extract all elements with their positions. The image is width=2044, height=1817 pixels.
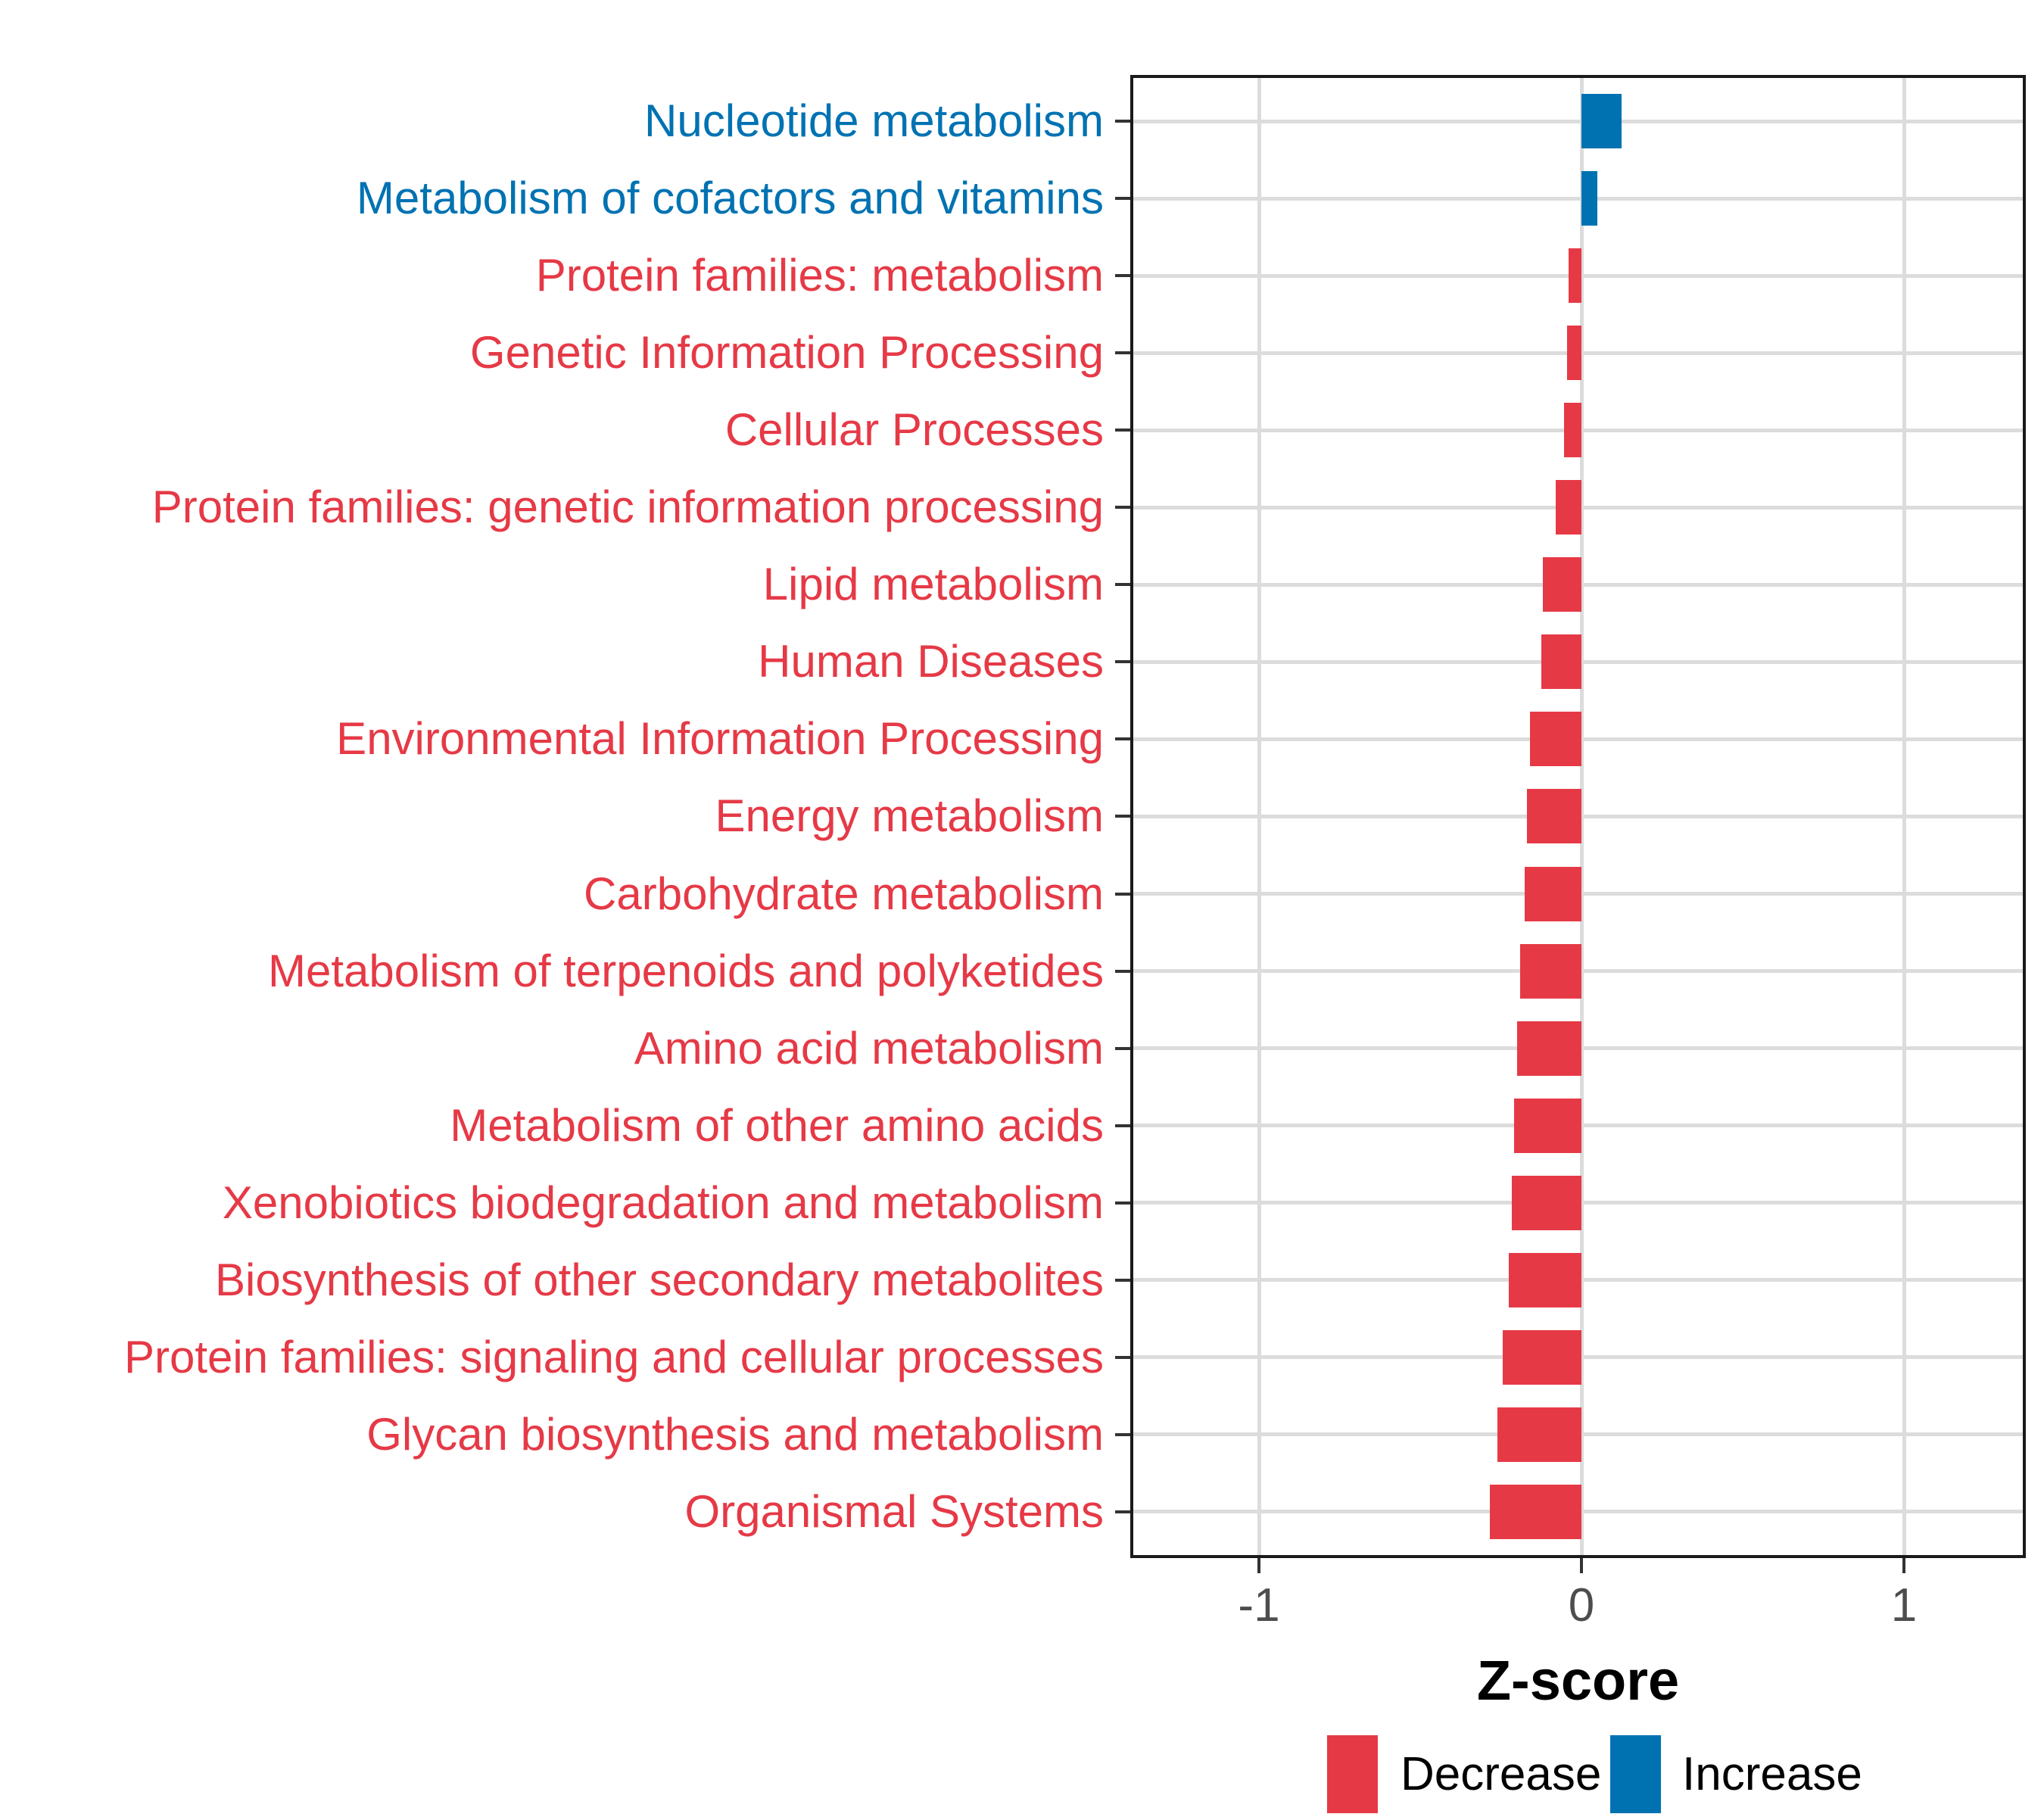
y-tick bbox=[1115, 1432, 1130, 1436]
x-axis-title: Z-score bbox=[1476, 1649, 1680, 1712]
legend-key-decrease bbox=[1327, 1735, 1378, 1813]
category-label: Lipid metabolism bbox=[762, 559, 1104, 610]
bar bbox=[1529, 712, 1581, 767]
y-tick bbox=[1115, 1510, 1130, 1513]
category-label: Energy metabolism bbox=[715, 790, 1104, 842]
bar bbox=[1502, 1329, 1581, 1385]
y-tick bbox=[1115, 506, 1130, 510]
bar bbox=[1497, 1407, 1581, 1462]
category-label: Environmental Information Processing bbox=[336, 713, 1104, 765]
category-label: Protein families: genetic information pr… bbox=[151, 482, 1104, 533]
y-tick bbox=[1115, 197, 1130, 201]
category-label: Human Diseases bbox=[758, 636, 1104, 687]
category-label: Metabolism of cofactors and vitamins bbox=[356, 173, 1104, 224]
legend-key-increase bbox=[1610, 1735, 1661, 1813]
legend-label: Decrease bbox=[1401, 1748, 1602, 1800]
y-tick bbox=[1115, 1201, 1130, 1205]
y-tick bbox=[1115, 274, 1130, 278]
bar bbox=[1525, 866, 1581, 921]
category-label: Protein families: signaling and cellular… bbox=[124, 1331, 1104, 1382]
y-tick bbox=[1115, 351, 1130, 355]
bar bbox=[1581, 171, 1598, 226]
bar bbox=[1566, 326, 1581, 381]
category-label: Glycan biosynthesis and metabolism bbox=[366, 1408, 1104, 1460]
bar bbox=[1513, 1098, 1581, 1153]
h-gridline bbox=[1130, 196, 2026, 201]
category-label: Cellular Processes bbox=[724, 404, 1104, 456]
y-tick bbox=[1115, 815, 1130, 818]
category-label: Biosynthesis of other secondary metaboli… bbox=[215, 1254, 1104, 1305]
category-label: Protein families: metabolism bbox=[535, 250, 1104, 301]
y-tick bbox=[1115, 1355, 1130, 1359]
category-label: Carbohydrate metabolism bbox=[584, 868, 1104, 919]
bar bbox=[1509, 1252, 1581, 1307]
bar bbox=[1542, 557, 1581, 612]
category-label: Metabolism of terpenoids and polyketides bbox=[268, 945, 1104, 996]
y-tick bbox=[1115, 583, 1130, 587]
y-tick bbox=[1115, 1124, 1130, 1127]
legend-label: Increase bbox=[1682, 1748, 1862, 1800]
x-tick-label: 0 bbox=[1568, 1579, 1595, 1632]
bar bbox=[1520, 943, 1581, 999]
category-label: Xenobiotics biodegradation and metabolis… bbox=[222, 1177, 1104, 1228]
bar bbox=[1563, 403, 1581, 458]
category-label: Organismal Systems bbox=[684, 1485, 1104, 1537]
category-label: Nucleotide metabolism bbox=[644, 95, 1104, 146]
category-label: Amino acid metabolism bbox=[634, 1022, 1104, 1074]
x-tick-label: -1 bbox=[1238, 1579, 1280, 1632]
x-tick bbox=[1580, 1558, 1583, 1573]
y-tick bbox=[1115, 429, 1130, 432]
category-label: Metabolism of other amino acids bbox=[450, 1099, 1104, 1151]
bar bbox=[1581, 94, 1622, 148]
y-tick bbox=[1115, 1046, 1130, 1050]
bar bbox=[1555, 480, 1581, 535]
y-tick bbox=[1115, 892, 1130, 896]
bar bbox=[1512, 1175, 1581, 1230]
bar bbox=[1489, 1484, 1581, 1539]
category-label: Genetic Information Processing bbox=[469, 327, 1104, 379]
y-tick bbox=[1115, 1278, 1130, 1282]
x-tick bbox=[1902, 1558, 1905, 1573]
bar bbox=[1541, 634, 1581, 690]
y-tick bbox=[1115, 737, 1130, 741]
y-tick bbox=[1115, 120, 1130, 123]
bar bbox=[1526, 789, 1581, 844]
bar bbox=[1568, 248, 1581, 304]
y-tick bbox=[1115, 660, 1130, 664]
x-tick bbox=[1257, 1558, 1260, 1573]
bar bbox=[1516, 1021, 1581, 1076]
x-tick-label: 1 bbox=[1890, 1579, 1918, 1632]
y-tick bbox=[1115, 969, 1130, 973]
h-gridline bbox=[1130, 119, 2026, 123]
